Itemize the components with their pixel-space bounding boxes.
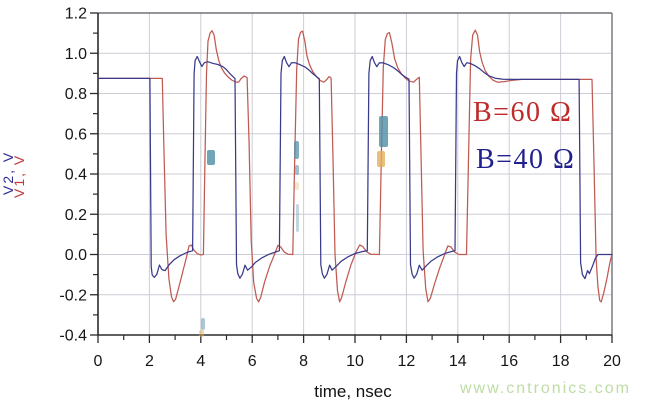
y-tick-label: 0.2 xyxy=(65,207,87,224)
x-tick-label: 6 xyxy=(248,353,257,370)
x-tick-label: 14 xyxy=(449,353,467,370)
x-tick-label: 4 xyxy=(196,353,205,370)
y-tick-label: -0.2 xyxy=(59,287,87,304)
y-tick-label: 1.2 xyxy=(65,6,87,23)
y-tick-label: 0.4 xyxy=(65,167,87,184)
x-axis-title: time, nsec xyxy=(314,382,392,401)
x-tick-label: 20 xyxy=(603,353,621,370)
artifact-teal-smudge xyxy=(296,204,299,232)
watermark-text: www.cntronics.com xyxy=(460,380,631,397)
x-tick-label: 10 xyxy=(346,353,364,370)
y-tick-label: 0.8 xyxy=(65,86,87,103)
x-tick-label: 2 xyxy=(145,353,154,370)
y-axis-title-v1: V1, V xyxy=(11,153,27,198)
x-tick-label: 16 xyxy=(500,353,518,370)
artifact-teal-smudge xyxy=(379,116,388,147)
x-tick-label: 12 xyxy=(398,353,416,370)
artifact-orange-smudge xyxy=(377,151,385,167)
legend-b40-label: B=40 Ω xyxy=(476,144,576,175)
trace-v2-b40 xyxy=(97,55,613,280)
y-tick-label: 0.6 xyxy=(65,126,87,143)
artifact-orange-smudge xyxy=(199,330,204,337)
artifact-teal-smudge xyxy=(201,318,205,330)
x-tick-label: 18 xyxy=(552,353,570,370)
legend-b60-label: B=60 Ω xyxy=(473,97,573,128)
y-tick-label: 0.0 xyxy=(65,247,87,264)
artifact-teal-smudge xyxy=(294,141,299,159)
artifact-yellow-smudge xyxy=(295,182,299,190)
y-tick-label: 1.0 xyxy=(65,46,87,63)
artifact-teal-smudge xyxy=(207,150,215,165)
x-tick-label: 0 xyxy=(94,353,103,370)
artifact-teal-smudge xyxy=(295,165,299,175)
x-tick-label: 8 xyxy=(299,353,308,370)
y-tick-label: -0.4 xyxy=(59,328,87,345)
trace-v1-b60 xyxy=(97,29,613,303)
